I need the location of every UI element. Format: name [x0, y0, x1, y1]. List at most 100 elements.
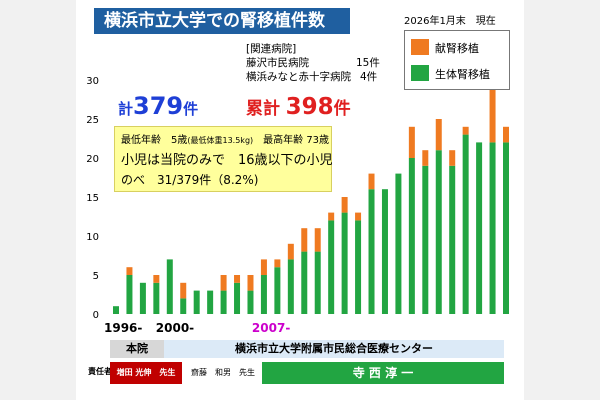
bar-living: [301, 251, 308, 314]
bar-living: [476, 142, 483, 314]
bar-living: [422, 165, 429, 314]
bar-living: [247, 290, 254, 314]
total-prefix: 計: [118, 100, 134, 118]
bar-living: [435, 150, 442, 314]
bar-living: [113, 306, 119, 314]
age-range-line: 最低年齢 5歳(最低体重13.5kg) 最高年齢 73歳: [121, 131, 329, 146]
legend-swatch-living: [411, 65, 429, 81]
y-tick-label: 20: [86, 154, 99, 165]
bar-deceased: [287, 243, 294, 260]
cumulative-value: 398: [285, 94, 334, 120]
bar-living: [166, 259, 173, 314]
min-age: 最低年齢 5歳: [121, 135, 188, 146]
related-hospital-row: 横浜みなと赤十字病院 4件: [246, 70, 377, 84]
bar-living: [260, 275, 267, 314]
bar-deceased: [408, 126, 415, 158]
total-count: 計379件: [118, 92, 198, 120]
x-axis-label: 1996-: [104, 321, 142, 335]
bar-living: [395, 173, 402, 314]
cumulative-unit: 件: [333, 99, 351, 119]
bar-living: [220, 290, 227, 314]
bar-living: [126, 275, 133, 314]
bar-deceased: [503, 126, 509, 143]
bar-deceased: [247, 275, 254, 291]
y-tick-label: 25: [86, 115, 99, 126]
pediatric-ratio: /379件（8.2%): [172, 173, 259, 187]
bar-deceased: [368, 173, 375, 190]
bar-deceased: [341, 197, 348, 213]
total-value: 379: [133, 92, 184, 120]
x-axis-label: 2007-: [252, 321, 290, 335]
min-weight-note: (最低体重13.5kg): [187, 136, 254, 145]
bar-living: [381, 189, 388, 314]
bar-living: [355, 220, 362, 314]
bar-deceased: [153, 275, 160, 283]
bar-living: [193, 290, 200, 314]
bar-deceased: [449, 150, 456, 166]
responsible-label: 責任者: [88, 367, 112, 376]
bar-deceased: [180, 282, 187, 299]
bar-deceased: [314, 228, 321, 252]
as-of-date: 2026年1月末 現在: [404, 16, 496, 27]
responsible-person-1: 増田 光伸 先生: [110, 362, 182, 384]
legend-label-deceased: 献腎移植: [435, 42, 479, 55]
bar-living: [368, 189, 375, 314]
y-tick-label: 10: [86, 232, 99, 243]
bar-deceased: [220, 275, 227, 291]
hospital-name: 横浜みなと赤十字病院: [246, 71, 351, 83]
page-title: 横浜市立大学での腎移植件数: [94, 8, 350, 34]
bar-living: [234, 282, 241, 314]
total-unit: 件: [183, 100, 199, 118]
bar-living: [328, 220, 335, 314]
bar-deceased: [260, 259, 267, 275]
bar-deceased: [462, 126, 469, 135]
hospital-name: 藤沢市民病院: [246, 57, 309, 69]
pediatric-count-line: のべ 31/379件（8.2%): [121, 171, 325, 188]
bar-living: [462, 134, 469, 314]
cumulative-count: 累計 398件: [246, 94, 351, 120]
bar-living: [153, 282, 160, 314]
hospital-count: 15件: [356, 57, 380, 69]
pediatric-count: のべ 31: [121, 173, 173, 187]
age-info-box: 最低年齢 5歳(最低体重13.5kg) 最高年齢 73歳 小児は当院のみで 16…: [114, 126, 333, 192]
cumulative-label: 累計: [246, 99, 280, 119]
main-hospital-label: 本院: [110, 340, 164, 358]
x-axis-label: 2000-: [156, 321, 194, 335]
bar-deceased: [422, 150, 429, 166]
bar-living: [503, 142, 509, 314]
bar-living: [314, 251, 321, 314]
bar-living: [408, 158, 415, 314]
bar-living: [449, 165, 456, 314]
bar-deceased: [435, 119, 442, 151]
responsible-person-3: 寺 西 淳 一: [262, 362, 504, 384]
bar-deceased: [301, 228, 308, 252]
responsible-person-2: 齋藤 和男 先生: [191, 368, 255, 377]
related-heading: [関連病院]: [246, 43, 297, 55]
y-tick-label: 30: [86, 76, 99, 87]
bar-living: [180, 298, 187, 314]
bar-deceased: [126, 267, 133, 275]
medical-center-label: 横浜市立大学附属市民総合医療センター: [164, 340, 504, 358]
bar-living: [489, 142, 496, 314]
bar-living: [287, 259, 294, 314]
y-tick-label: 5: [93, 271, 99, 282]
y-tick-label: 0: [93, 310, 99, 321]
bar-living: [341, 212, 348, 314]
bar-deceased: [489, 87, 496, 143]
chart-legend: 献腎移植 生体腎移植: [404, 30, 510, 90]
pediatric-line: 小児は当院のみで 16歳以下の小児: [121, 153, 333, 168]
related-hospital-row: 藤沢市民病院 15件: [246, 56, 380, 70]
legend-label-living: 生体腎移植: [435, 68, 490, 81]
bar-living: [207, 290, 214, 314]
bar-deceased: [355, 212, 362, 221]
bar-deceased: [274, 259, 281, 268]
related-hospitals: [関連病院] 藤沢市民病院 15件 横浜みなと赤十字病院 4件: [246, 42, 380, 84]
y-tick-label: 15: [86, 193, 99, 204]
legend-swatch-deceased: [411, 39, 429, 55]
bar-living: [139, 282, 146, 314]
bar-deceased: [328, 212, 335, 221]
hospital-count: 4件: [360, 71, 378, 83]
max-age: 最高年齢 73歳: [253, 135, 330, 146]
